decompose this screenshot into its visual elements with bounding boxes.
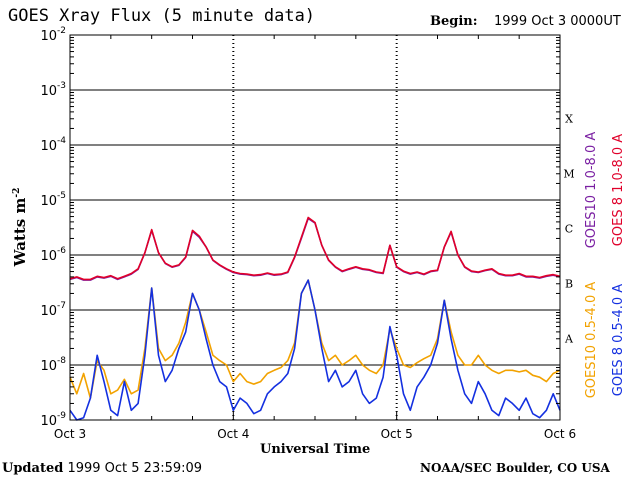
flare-class-label: B	[565, 278, 573, 291]
chart-title: GOES Xray Flux (5 minute data)	[8, 6, 316, 26]
y-tick-base: 10	[40, 194, 57, 209]
y-tick-label: 10-5	[40, 191, 66, 209]
updated-value: 1999 Oct 5 23:59:09	[67, 461, 203, 476]
legend-entry: GOES10 0.5-4.0 A	[584, 282, 599, 399]
y-tick-label: 10-2	[40, 26, 66, 44]
y-axis-label: Watts m-2	[11, 177, 29, 277]
series-lines	[69, 216, 561, 421]
flare-class-label: C	[565, 223, 573, 236]
y-tick-base: 10	[40, 29, 57, 44]
begin-label: Begin:	[430, 14, 478, 29]
y-tick-base: 10	[40, 84, 57, 99]
y-axis-label-text: Watts m	[11, 197, 29, 267]
y-tick-base: 10	[40, 304, 57, 319]
y-tick-exp: -5	[57, 191, 66, 201]
y-tick-base: 10	[40, 359, 57, 374]
updated-label: Updated	[2, 461, 64, 476]
legend-entry: GOES 8 0.5-4.0 A	[611, 284, 626, 396]
y-tick-base: 10	[40, 249, 57, 264]
series-line	[69, 279, 561, 399]
footer-updated: Updated 1999 Oct 5 23:59:09	[2, 461, 202, 476]
y-tick-exp: -4	[57, 136, 66, 146]
y-tick-label: 10-7	[40, 301, 66, 319]
x-axis-label: Universal Time	[260, 442, 371, 457]
y-tick-label: 10-6	[40, 246, 66, 264]
flare-class-label: M	[563, 168, 574, 181]
x-tick-label: Oct 5	[381, 427, 413, 441]
y-tick-label: 10-3	[40, 81, 66, 99]
x-tick-label: Oct 6	[544, 427, 576, 441]
y-tick-exp: -7	[57, 301, 66, 311]
begin-value: 1999 Oct 3 0000UT	[494, 14, 621, 29]
footer-credit: NOAA/SEC Boulder, CO USA	[420, 461, 610, 475]
series-line	[69, 217, 561, 281]
y-tick-base: 10	[40, 139, 57, 154]
y-tick-exp: -3	[57, 81, 66, 91]
y-tick-exp: -2	[57, 26, 66, 36]
y-tick-label: 10-8	[40, 356, 66, 374]
y-tick-exp: -9	[57, 411, 66, 421]
series-line	[69, 279, 561, 421]
y-tick-exp: -8	[57, 356, 66, 366]
series-line	[69, 216, 561, 281]
y-tick-label: 10-4	[40, 136, 66, 154]
flare-class-label: X	[565, 113, 573, 126]
legend-entry: GOES10 1.0-8.0 A	[584, 132, 599, 249]
flare-class-label: A	[564, 333, 574, 346]
legend-entry: GOES 8 1.0-8.0 A	[611, 134, 626, 246]
y-tick-exp: -6	[57, 246, 66, 256]
y-tick-base: 10	[40, 414, 57, 429]
y-tick-label: 10-9	[40, 411, 66, 429]
y-axis-label-exp: -2	[12, 187, 22, 198]
x-tick-label: Oct 4	[217, 427, 249, 441]
x-tick-label: Oct 3	[54, 427, 86, 441]
